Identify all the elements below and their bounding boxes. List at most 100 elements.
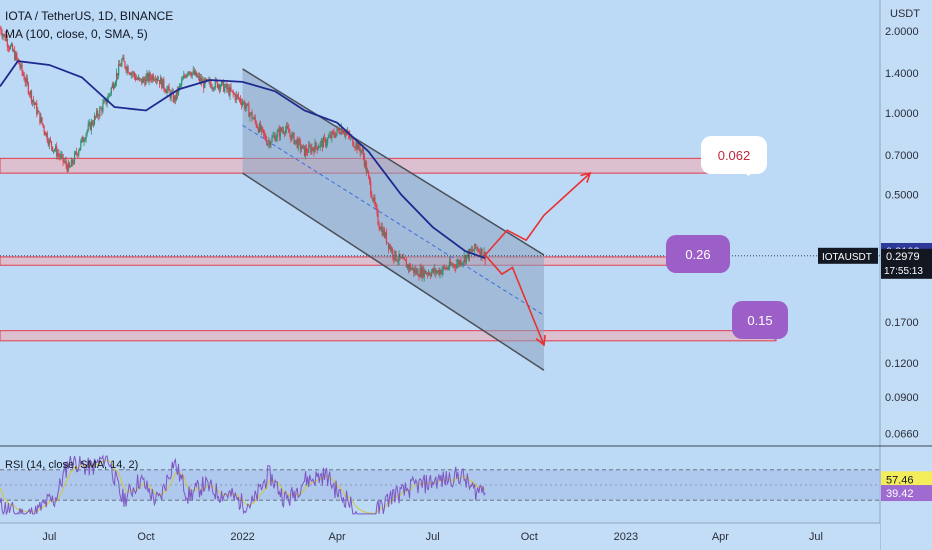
candle-body [88,122,90,125]
candle-body [129,73,131,76]
candle-body [460,260,462,265]
candle-body [331,131,333,139]
candle-body [85,133,87,140]
callout-box [701,136,767,174]
candle-body [426,273,428,275]
candle-body [463,255,465,262]
ma-legend: MA (100, close, 0, SMA, 5) [5,27,148,41]
x-tick-label: Oct [137,531,154,543]
candle-body [360,150,362,153]
candle-body [87,124,89,131]
candle-body [8,47,11,49]
candle-body [258,123,260,133]
candle-body [457,261,459,265]
candle-body [62,154,64,162]
candle-body [224,86,226,92]
candle-body [420,268,422,278]
candle-body [362,148,364,157]
candle-body [367,171,370,177]
symbol-title: IOTA / TetherUS, 1D, BINANCE [5,9,173,23]
y-tick-label: 2.0000 [885,26,919,38]
candle-body [51,146,54,151]
candle-body [38,111,40,113]
candle-body [76,151,78,154]
candle-body [248,105,250,117]
candle-body [191,72,193,77]
candle-body [141,78,143,84]
candle-body [282,130,285,133]
candle-body [128,72,130,74]
y-tick-label: 0.1200 [885,358,919,370]
candle-body [68,162,70,168]
candle-body [135,78,138,80]
candle-body [293,133,295,144]
candle-body [196,76,199,78]
candle-body [327,138,329,143]
candle-body [214,79,216,88]
candle-body [127,66,129,73]
candle-body [184,75,186,77]
candle-body [164,88,166,92]
candle-body [264,133,266,136]
x-tick-label: Apr [329,531,346,543]
candle-body [201,78,203,83]
candle-body [93,115,96,125]
candle-body [112,84,115,89]
candle-body [450,264,453,266]
candle-body [308,145,310,153]
candle-body [259,123,262,131]
candle-body [323,137,326,139]
candle-body [211,87,213,89]
candle-body [217,84,220,88]
candle-body [140,78,142,80]
candle-body [254,117,256,122]
candle-body [170,92,172,98]
candle-body [466,251,468,256]
candle-body [100,108,102,109]
callout-box [666,235,730,273]
candle-body [396,259,398,262]
candle-body [24,80,26,83]
candle-body [364,162,367,167]
candle-body [306,148,308,153]
candle-body [446,267,448,269]
candle-body [163,79,165,89]
candle-body [228,87,230,96]
candle-body [1,32,3,37]
candle-body [401,257,403,259]
candle-body [316,146,318,150]
candle-body [361,148,363,151]
candle-body [357,142,359,150]
candle-body [392,248,394,257]
candle-body [301,145,304,149]
candle-body [271,136,273,143]
candle-body [231,90,233,92]
callout-text: 0.062 [718,148,751,163]
candle-body [424,270,426,274]
candle-body [430,271,433,277]
candle-body [107,95,109,102]
y-tick-label: 0.7000 [885,150,919,162]
candle-body [371,193,373,199]
candle-body [379,227,381,230]
candle-body [382,229,384,236]
candle-body [10,44,13,46]
candle-body [435,268,437,274]
candle-body [275,137,277,142]
candle-body [66,165,68,172]
candle-body [232,90,234,94]
candle-body [475,243,477,248]
candle-body [345,132,348,134]
candle-body [414,269,416,273]
candle-body [233,93,235,95]
candle-body [5,39,7,41]
candle-body [277,129,279,132]
candle-body [29,91,32,95]
candle-body [377,211,379,225]
candle-body [22,72,24,76]
candle-body [393,256,395,260]
candle-body [287,125,289,129]
countdown-text: 17:55:13 [884,266,923,277]
candle-body [83,140,85,142]
